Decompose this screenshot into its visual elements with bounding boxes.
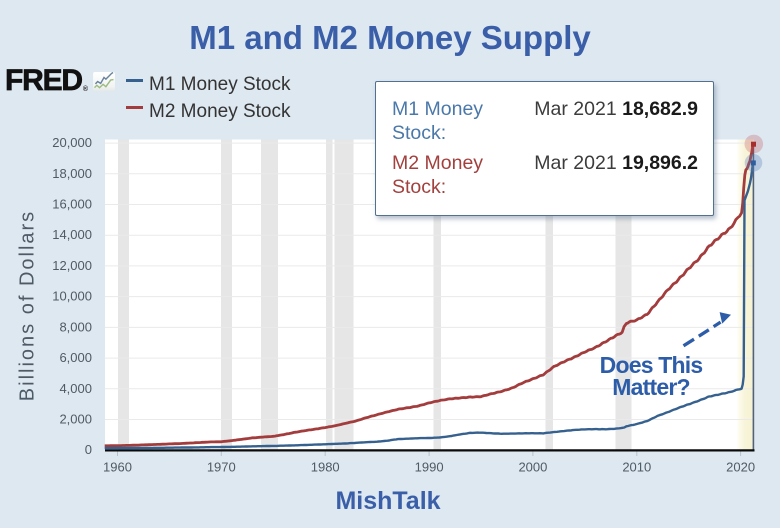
svg-text:0: 0	[85, 442, 92, 457]
svg-text:12,000: 12,000	[52, 258, 92, 273]
svg-text:1980: 1980	[311, 460, 340, 475]
svg-text:6,000: 6,000	[59, 350, 92, 365]
svg-text:16,000: 16,000	[52, 197, 92, 212]
svg-text:2010: 2010	[622, 460, 651, 475]
svg-text:1990: 1990	[415, 460, 444, 475]
svg-text:2,000: 2,000	[59, 412, 92, 427]
svg-text:2020: 2020	[726, 460, 755, 475]
svg-text:1970: 1970	[207, 460, 236, 475]
svg-text:10,000: 10,000	[52, 289, 92, 304]
svg-text:8,000: 8,000	[59, 319, 92, 334]
svg-text:18,000: 18,000	[52, 166, 92, 181]
svg-text:1960: 1960	[103, 460, 132, 475]
svg-text:4,000: 4,000	[59, 381, 92, 396]
svg-text:14,000: 14,000	[52, 227, 92, 242]
svg-text:20,000: 20,000	[52, 135, 92, 150]
svg-text:2000: 2000	[518, 460, 547, 475]
